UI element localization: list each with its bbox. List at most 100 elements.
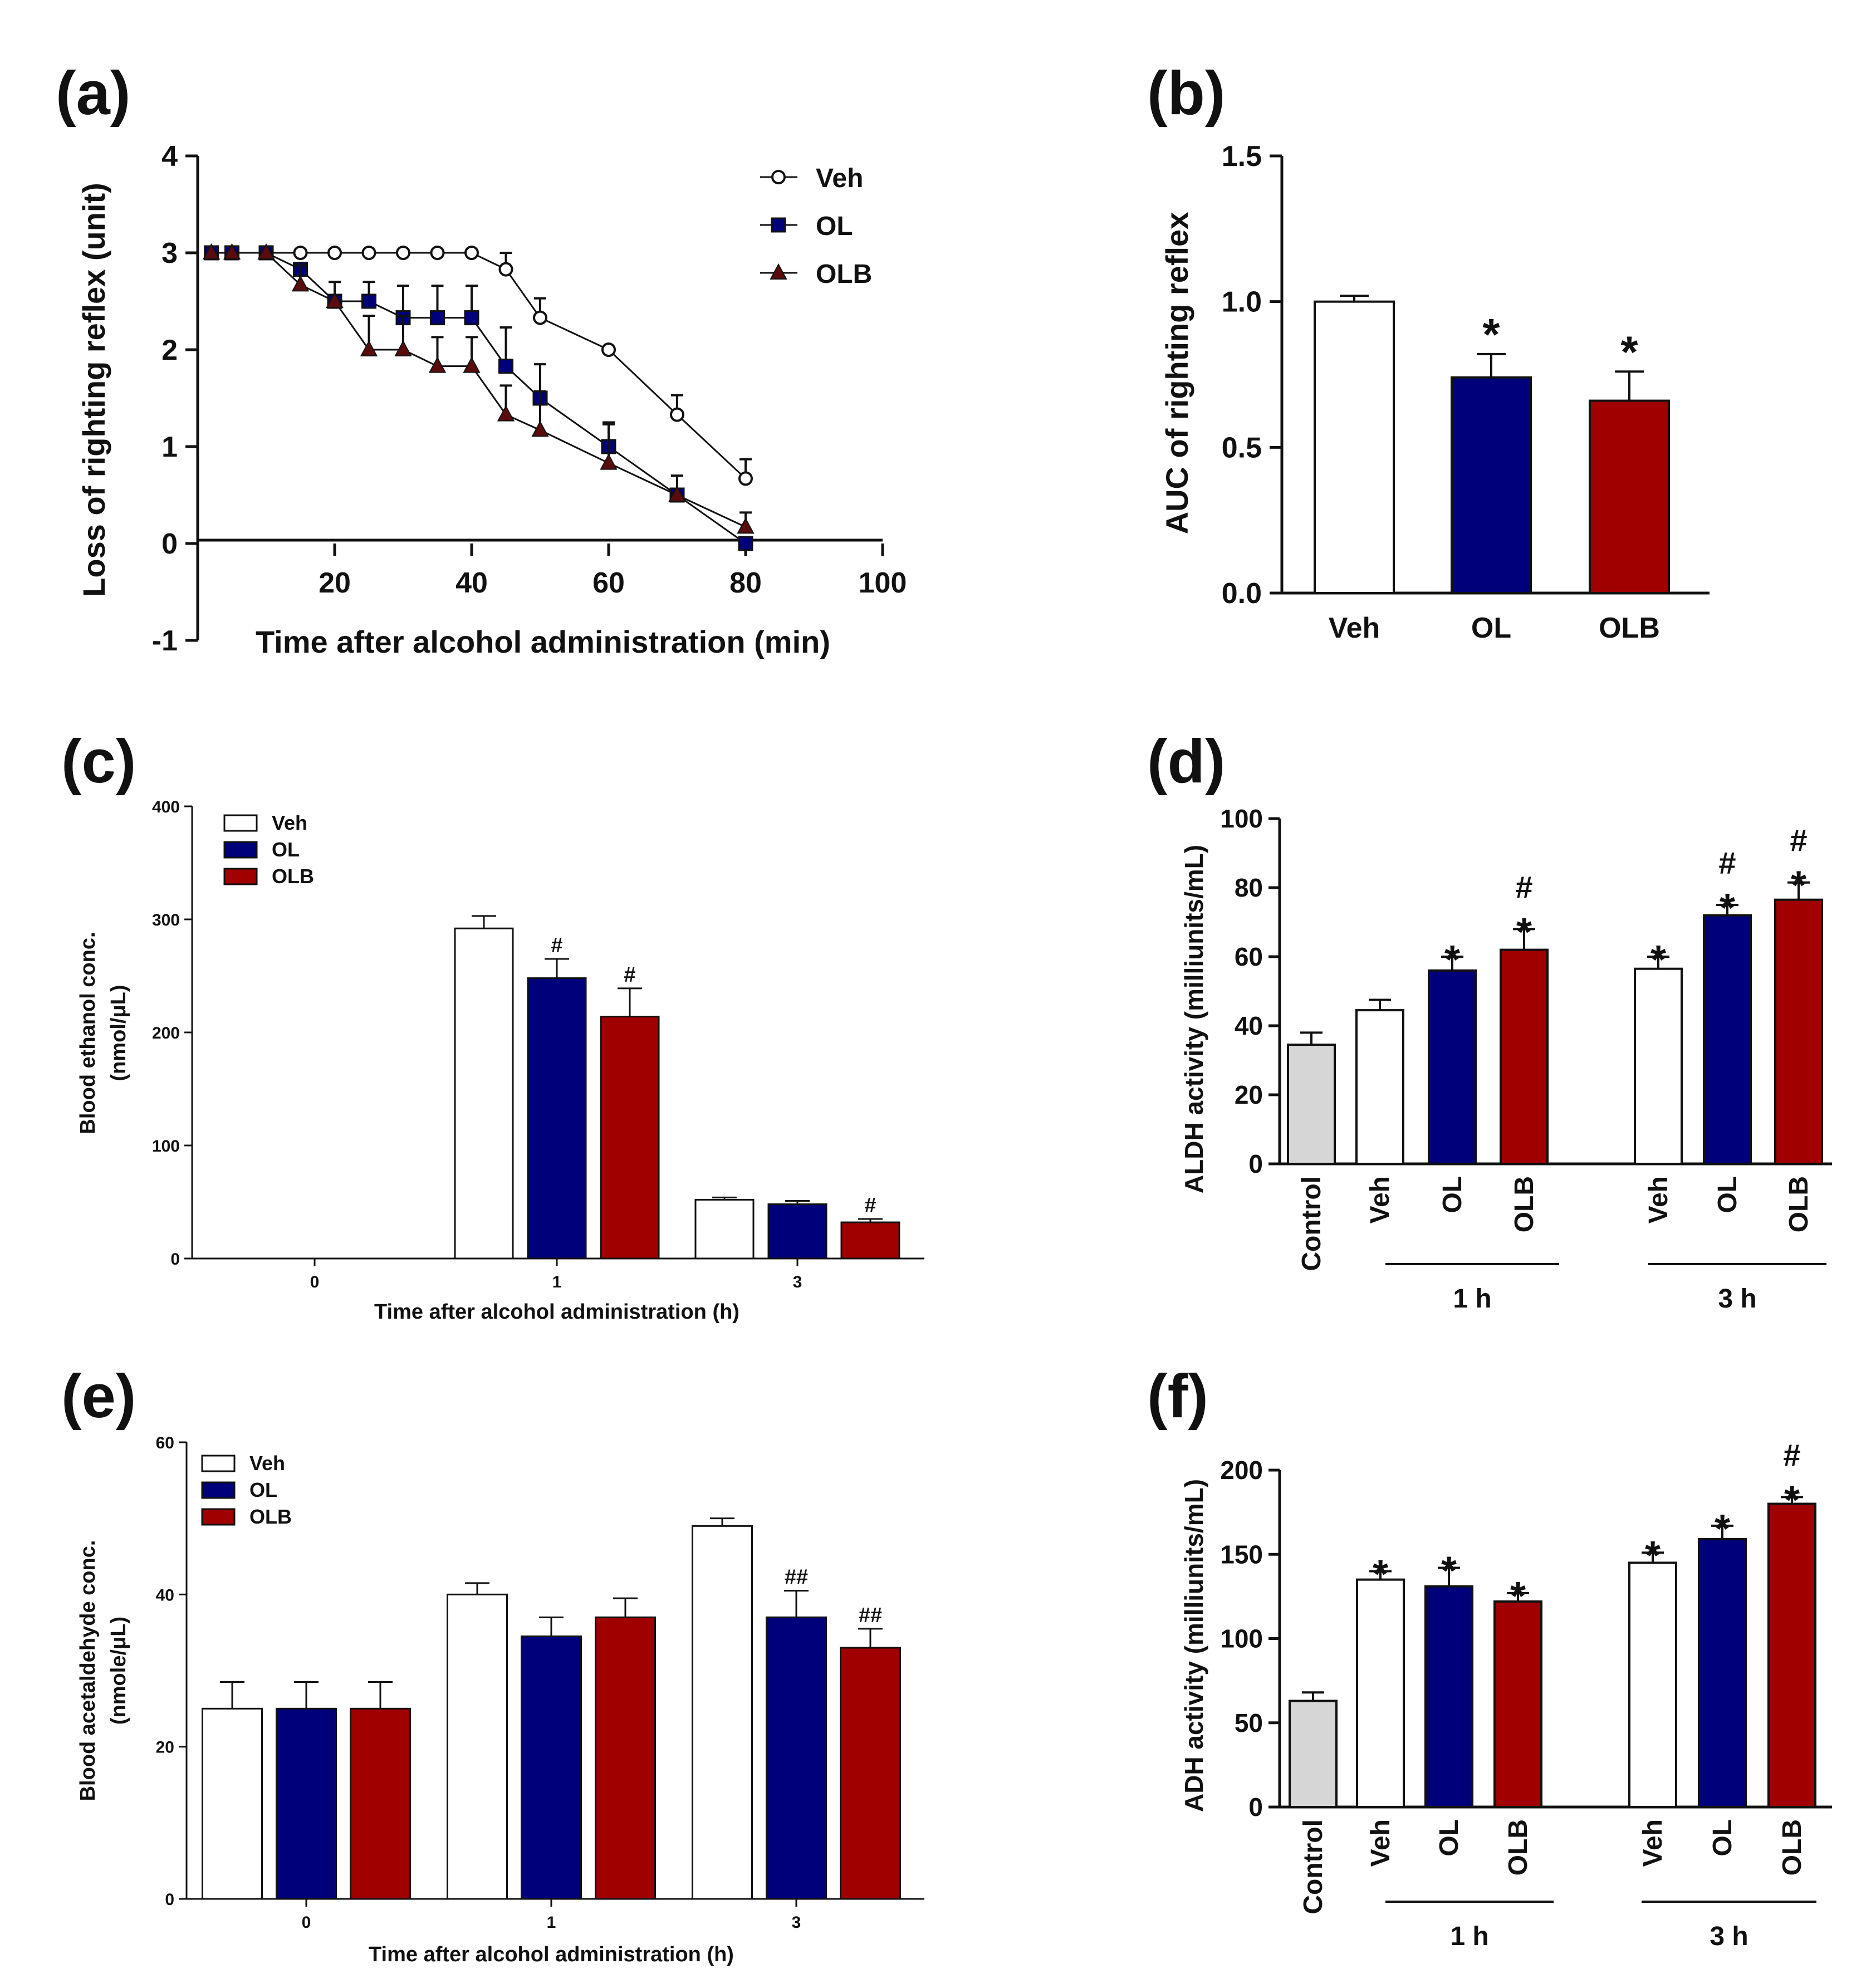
panel-b-bar-chart: 0.0 0.5 1.0 1.5 Veh * OL * OLB AUC of righting … (1159, 140, 1710, 644)
e-significance-hash: ## (859, 1604, 882, 1627)
c-legend-swatch-olb (223, 868, 258, 885)
a-y-tick-label: 0 (161, 528, 178, 560)
a-point-veh (464, 246, 479, 260)
a-point-veh (361, 246, 376, 260)
a-point-olb (202, 243, 221, 259)
c-legend-label-olb: OLB (272, 865, 314, 888)
e-significance-hash: ## (785, 1566, 808, 1589)
f-bar-veh (1628, 1561, 1677, 1808)
f-significance-star: * (1645, 1534, 1661, 1578)
f-significance-star: * (1441, 1549, 1457, 1593)
f-x-tick-label: OL (1434, 1819, 1464, 1857)
a-series-ol (204, 245, 753, 551)
a-point-veh (327, 246, 342, 260)
b-bar-ol (1451, 376, 1532, 594)
d-significance-hash: # (1515, 869, 1532, 904)
e-x-tick-label: 3 (792, 1913, 801, 1932)
a-point-olb (600, 453, 618, 470)
a-x-tick-label: 60 (592, 567, 625, 599)
c-x-tick-label: 3 (793, 1273, 802, 1291)
a-x-axis-title: Time after alcohol administration (min) (256, 624, 830, 659)
a-point-olb (497, 405, 515, 422)
a-point-ol (361, 293, 376, 309)
a-x-tick-label: 40 (455, 567, 488, 599)
d-x-tick-label: Veh (1365, 1176, 1395, 1223)
f-x-tick-label: Veh (1366, 1819, 1395, 1867)
a-point-olb (428, 356, 447, 373)
c-legend-label-ol: OL (272, 838, 300, 861)
a-point-olb (360, 340, 378, 356)
d-y-tick-label: 20 (1235, 1080, 1263, 1109)
d-x-tick-label: Veh (1644, 1176, 1673, 1223)
b-y-tick-label: 1.0 (1222, 286, 1262, 319)
d-bar-veh (1355, 1009, 1404, 1165)
c-y-tick-label: 400 (152, 798, 180, 816)
b-significance-star: * (1620, 327, 1638, 376)
c-y-tick-label: 100 (152, 1137, 180, 1155)
f-significance-star: * (1373, 1553, 1388, 1597)
e-bar-ol (766, 1616, 827, 1900)
a-x-tick-label: 20 (319, 567, 351, 599)
panel-label-b: (b) (1147, 59, 1225, 128)
a-legend-label-veh: Veh (816, 164, 863, 193)
c-legend-label-veh: Veh (272, 811, 307, 834)
d-group-label: 1 h (1453, 1284, 1491, 1314)
a-legend-label-ol: OL (816, 212, 853, 241)
e-bar-veh (447, 1593, 508, 1900)
d-y-tick-label: 40 (1235, 1011, 1263, 1040)
a-point-veh (670, 407, 684, 422)
d-significance-star: * (1444, 938, 1460, 982)
panel-label-f: (f) (1147, 1362, 1208, 1431)
a-legend-marker-ol (771, 217, 786, 233)
f-x-tick-label: OLB (1503, 1819, 1533, 1876)
b-y-tick-label: 0.0 (1222, 577, 1262, 610)
a-point-veh (533, 310, 547, 325)
a-y-tick-label: -1 (152, 625, 178, 657)
d-x-tick-label: OL (1438, 1176, 1467, 1213)
a-point-olb (223, 243, 241, 259)
d-y-tick-label: 0 (1248, 1149, 1263, 1178)
d-bar-ol (1428, 969, 1477, 1166)
e-x-tick-label: 0 (302, 1913, 311, 1932)
d-bar-olb (1500, 948, 1549, 1165)
a-x-tick-label: 80 (729, 567, 762, 599)
e-legend-label-ol: OL (249, 1478, 277, 1501)
f-significance-star: * (1784, 1478, 1800, 1522)
a-legend-marker-veh (771, 170, 786, 184)
a-point-olb (394, 340, 412, 356)
a-point-ol (498, 359, 513, 374)
d-bar-control (1287, 1044, 1336, 1165)
c-significance-hash: # (551, 934, 562, 957)
e-bar-ol (521, 1636, 582, 1900)
d-x-tick-label: OLB (1784, 1176, 1814, 1232)
d-bar-veh (1634, 967, 1683, 1165)
panel-f-bar-chart: 0 50 100 150 200 Control * Veh * OL * OLB * Veh * OL * #… (1179, 1437, 1832, 1951)
d-group-label: 3 h (1718, 1284, 1756, 1314)
f-x-tick-label: Control (1299, 1819, 1328, 1914)
panel-label-c: (c) (61, 727, 136, 796)
d-x-tick-label: OLB (1510, 1176, 1539, 1232)
d-significance-star: * (1516, 910, 1532, 954)
e-y-tick-label: 60 (156, 1434, 174, 1452)
panel-e-grouped-bar-chart: 0 20 40 60 0 1 ## ## 3 Veh OL OLB Time after alco… (76, 1434, 924, 1966)
c-legend-swatch-ol (223, 841, 258, 859)
a-legend-marker-olb (770, 263, 787, 280)
c-y-tick-label: 0 (170, 1250, 180, 1269)
f-significance-star: * (1510, 1574, 1526, 1619)
c-significance-hash: # (624, 963, 635, 987)
f-x-tick-label: OL (1708, 1819, 1737, 1857)
f-significance-hash: # (1783, 1437, 1800, 1472)
a-point-veh (396, 246, 410, 260)
a-line-veh (211, 252, 747, 479)
b-bar-olb (1589, 399, 1670, 594)
c-legend-swatch-veh (223, 814, 258, 832)
e-legend-swatch-ol (201, 1481, 236, 1499)
d-y-axis-title: ALDH activity (milliunits/mL) (1179, 845, 1208, 1193)
f-bar-veh (1356, 1578, 1405, 1808)
a-legend-label-olb: OLB (816, 259, 872, 289)
a-point-veh (498, 262, 513, 277)
f-bar-ol (1424, 1585, 1473, 1809)
a-point-ol (430, 310, 445, 326)
f-y-tick-label: 100 (1220, 1624, 1263, 1653)
c-y-axis-title-line1: Blood ethanol conc. (76, 932, 100, 1134)
